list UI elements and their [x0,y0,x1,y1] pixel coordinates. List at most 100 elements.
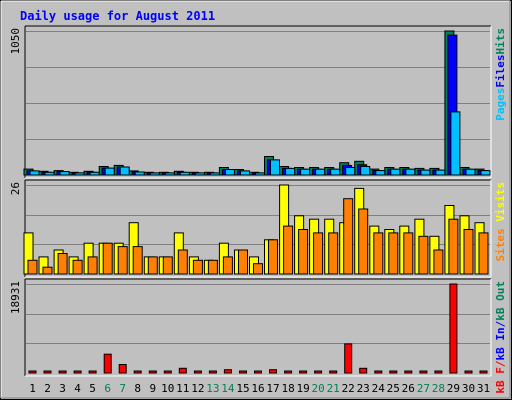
bar-hits-pages-day-5 [89,171,100,176]
legend-label: / [494,221,507,228]
bar-hits-pages-day-19 [300,168,311,176]
bar-kbytes-kb-f-day-16 [254,370,262,374]
bar-kbytes-kb-f-day-17 [269,369,277,374]
bar-kbytes-kb-f-day-21 [329,370,338,374]
panel-visits-legend: Sites/Visits [494,182,507,262]
bar-visits-sites-day-21 [328,232,339,275]
bar-visits-sites-day-3 [57,253,68,275]
panel-hits-bg [25,26,491,178]
bar-visits-sites-day-4 [72,259,83,275]
panel-visits: 26 Sites/Visits [9,179,507,278]
bar-visits-sites-day-13 [207,259,218,275]
bar-hits-pages-day-21 [330,168,341,176]
panel-hits: 1050 PagesFilesHits [9,25,507,179]
bar-hits-pages-day-17 [270,159,280,176]
x-tick-label-day-29: 29 [447,382,460,395]
panel-kbytes-bg [25,279,491,376]
x-tick-label-day-13: 13 [206,382,219,395]
bar-hits-pages-day-27 [420,169,431,176]
bar-hits-pages-day-1 [29,170,40,176]
x-tick-label-day-12: 12 [191,382,204,395]
legend-label: Visits [494,182,507,222]
x-tick-label-day-4: 4 [74,382,81,395]
bar-visits-sites-day-6 [102,242,113,275]
x-tick-label-day-14: 14 [221,382,235,395]
bar-hits-pages-day-26 [405,168,416,176]
bar-visits-sites-day-15 [238,249,248,275]
bar-hits-pages-day-2 [44,171,55,176]
bar-kbytes-kb-f-day-22 [344,343,353,374]
bar-visits-sites-day-12 [192,259,203,275]
bar-kbytes-kb-f-day-6 [103,353,112,374]
bar-kbytes-kb-f-day-18 [284,370,293,374]
bar-kbytes-kb-f-day-31 [479,370,488,374]
x-tick-label-day-19: 19 [296,382,309,395]
bar-kbytes-kb-f-day-23 [359,367,368,374]
bar-hits-pages-day-31 [480,170,491,176]
bar-visits-sites-day-1 [27,259,38,275]
legend-label: / [494,320,507,327]
legend-label: / [494,360,507,367]
bar-visits-sites-day-28 [433,249,444,275]
bar-kbytes-kb-f-day-2 [43,370,52,374]
x-tick-label-day-17: 17 [266,382,279,395]
bar-visits-sites-day-24 [373,232,384,275]
bar-visits-sites-day-8 [132,246,143,275]
bar-visits-sites-day-9 [147,256,158,275]
x-tick-label-day-9: 9 [149,382,156,395]
chart-title: Daily usage for August 2011 [20,9,215,23]
bar-kbytes-kb-f-day-14 [223,369,232,374]
bar-kbytes-kb-f-day-25 [389,370,398,374]
bar-visits-sites-day-19 [298,229,309,275]
x-tick-label-day-2: 2 [44,382,51,395]
bar-visits-sites-day-16 [253,263,263,275]
bar-hits-pages-day-25 [390,168,401,176]
bar-kbytes-kb-f-day-3 [58,370,67,374]
x-tick-label-day-25: 25 [387,382,400,395]
x-tick-label-day-28: 28 [432,382,445,395]
bar-visits-sites-day-14 [222,256,233,275]
x-tick-label-day-11: 11 [176,382,189,395]
x-tick-label-day-3: 3 [59,382,66,395]
legend-label: kB Out [494,281,507,321]
x-tick-label-day-18: 18 [281,382,294,395]
bar-hits-pages-day-12 [194,172,205,176]
legend-label: Files [494,55,507,88]
x-tick-label-day-5: 5 [89,382,96,395]
panel-hits-ymax: 1050 [9,28,22,55]
bar-visits-sites-day-23 [358,208,369,275]
x-tick-label-day-15: 15 [236,382,249,395]
bar-hits-pages-day-6 [104,167,115,176]
bar-visits-sites-day-25 [388,232,399,275]
bar-hits-pages-day-7 [119,166,130,176]
x-tick-label-day-23: 23 [357,382,370,395]
x-tick-label-day-31: 31 [477,382,490,395]
bar-visits-sites-day-18 [283,225,294,275]
bar-kbytes-kb-f-day-7 [118,364,127,374]
x-tick-label-day-26: 26 [402,382,415,395]
bar-visits-sites-day-11 [177,249,188,275]
bar-hits-pages-day-8 [134,171,145,176]
legend-label: Hits [494,28,507,55]
bar-kbytes-kb-f-day-12 [193,370,202,374]
bar-kbytes-kb-f-day-8 [133,370,142,374]
bar-visits-sites-day-31 [478,232,489,275]
bar-hits-pages-day-13 [209,172,220,176]
panel-hits-legend: PagesFilesHits [494,28,507,121]
panel-kbytes-legend: kB F/kB In/kB Out [494,281,507,394]
panel-visits-ymax: 26 [9,182,22,195]
bar-visits-sites-day-29 [448,218,459,275]
legend-label: kB F [494,367,507,394]
x-tick-label-day-1: 1 [29,382,36,395]
bar-hits-pages-day-4 [74,172,85,176]
bar-hits-pages-day-16 [255,172,265,176]
bar-kbytes-kb-f-day-30 [464,370,473,374]
bar-visits-sites-day-26 [403,232,414,275]
bar-hits-pages-day-28 [435,169,446,176]
bar-kbytes-kb-f-day-26 [404,370,413,374]
legend-label: Sites [494,228,507,261]
bar-visits-sites-day-5 [87,256,98,275]
x-tick-label-day-10: 10 [161,382,174,395]
